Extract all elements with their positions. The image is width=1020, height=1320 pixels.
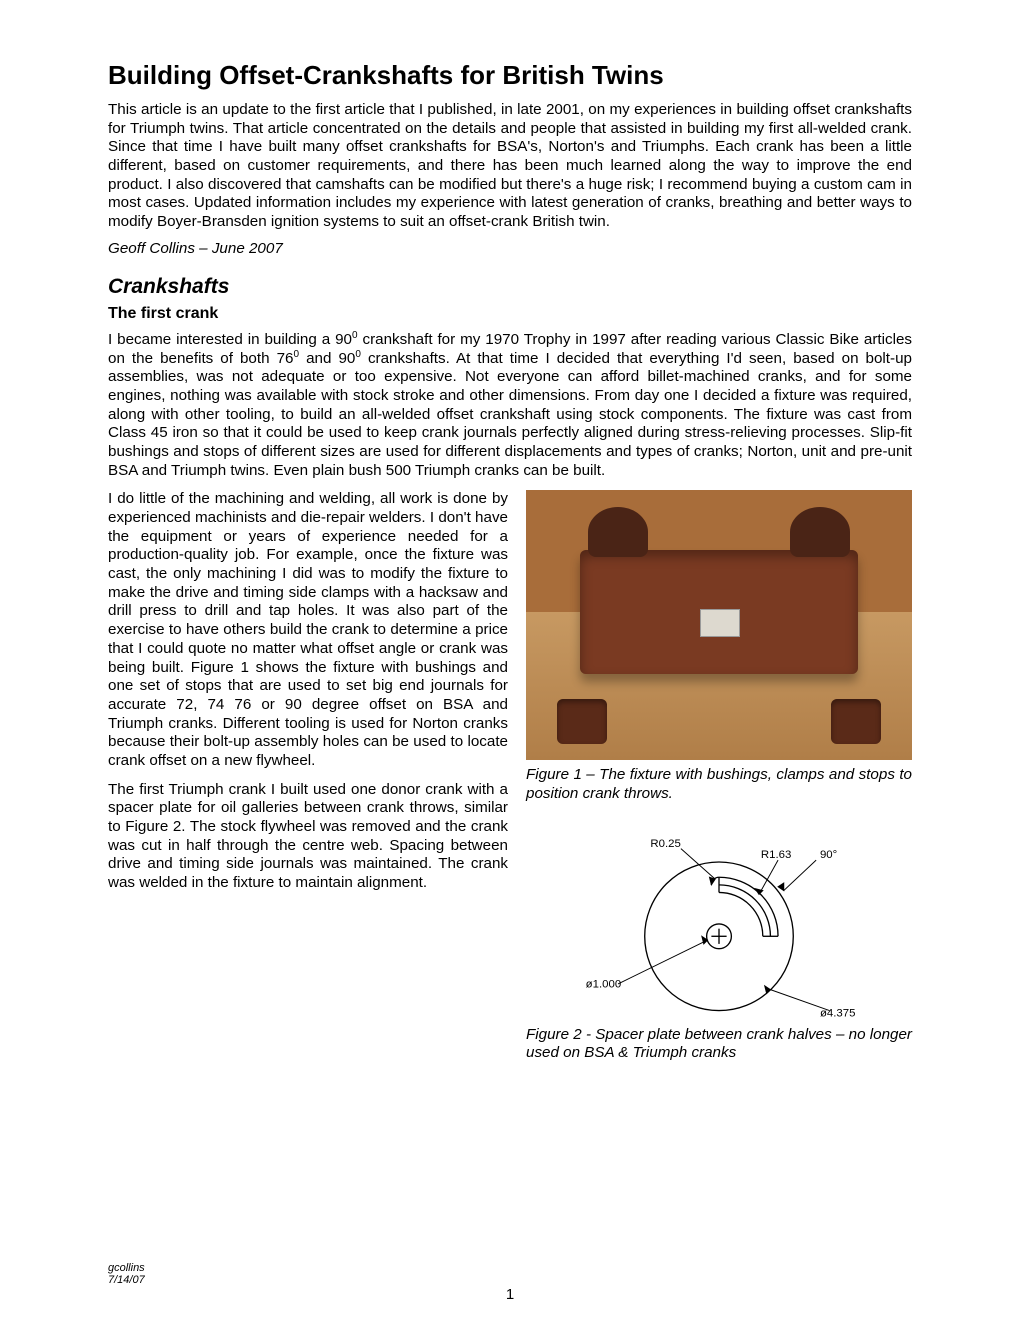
paragraph-3: The first Triumph crank I built used one…	[108, 781, 508, 893]
footer-author: gcollins	[108, 1262, 912, 1274]
photo-bushing-right	[790, 507, 850, 557]
left-column: I do little of the machining and welding…	[108, 490, 508, 1081]
page-number: 1	[506, 1286, 514, 1303]
label-90deg: 90°	[820, 849, 837, 861]
label-d1000: ø1.000	[586, 978, 622, 990]
page: Building Offset-Crankshafts for British …	[0, 0, 1020, 1320]
two-column-region: I do little of the machining and welding…	[108, 490, 912, 1081]
p1-a: I became interested in building a 90	[108, 331, 352, 348]
label-r163: R1.63	[761, 849, 791, 861]
paragraph-2: I do little of the machining and welding…	[108, 490, 508, 770]
subsection-heading: The first crank	[108, 305, 912, 323]
photo-clamp-right	[831, 699, 881, 744]
photo-bushing-left	[588, 507, 648, 557]
footer-date: 7/14/07	[108, 1274, 912, 1286]
figure-1-photo	[526, 490, 912, 760]
figure-1-caption: Figure 1 – The fixture with bushings, cl…	[526, 766, 912, 803]
label-r025: R0.25	[650, 837, 680, 849]
p1-d: crankshafts. At that time I decided that…	[108, 350, 912, 479]
right-column: Figure 1 – The fixture with bushings, cl…	[526, 490, 912, 1081]
photo-stop-block	[700, 609, 740, 637]
figure-2-caption: Figure 2 - Spacer plate between crank ha…	[526, 1026, 912, 1063]
byline: Geoff Collins – June 2007	[108, 240, 912, 257]
page-title: Building Offset-Crankshafts for British …	[108, 60, 912, 91]
label-d4375: ø4.375	[820, 1007, 856, 1019]
page-footer: gcollins 7/14/07 1	[108, 1262, 912, 1286]
paragraph-1: I became interested in building a 900 cr…	[108, 331, 912, 481]
p1-c: and 90	[299, 350, 355, 367]
intro-paragraph: This article is an update to the first a…	[108, 101, 912, 232]
photo-clamp-left	[557, 699, 607, 744]
section-heading: Crankshafts	[108, 275, 912, 299]
figure-2-diagram: R0.25 R1.63 90° ø1.000 ø4.375	[526, 822, 912, 1022]
